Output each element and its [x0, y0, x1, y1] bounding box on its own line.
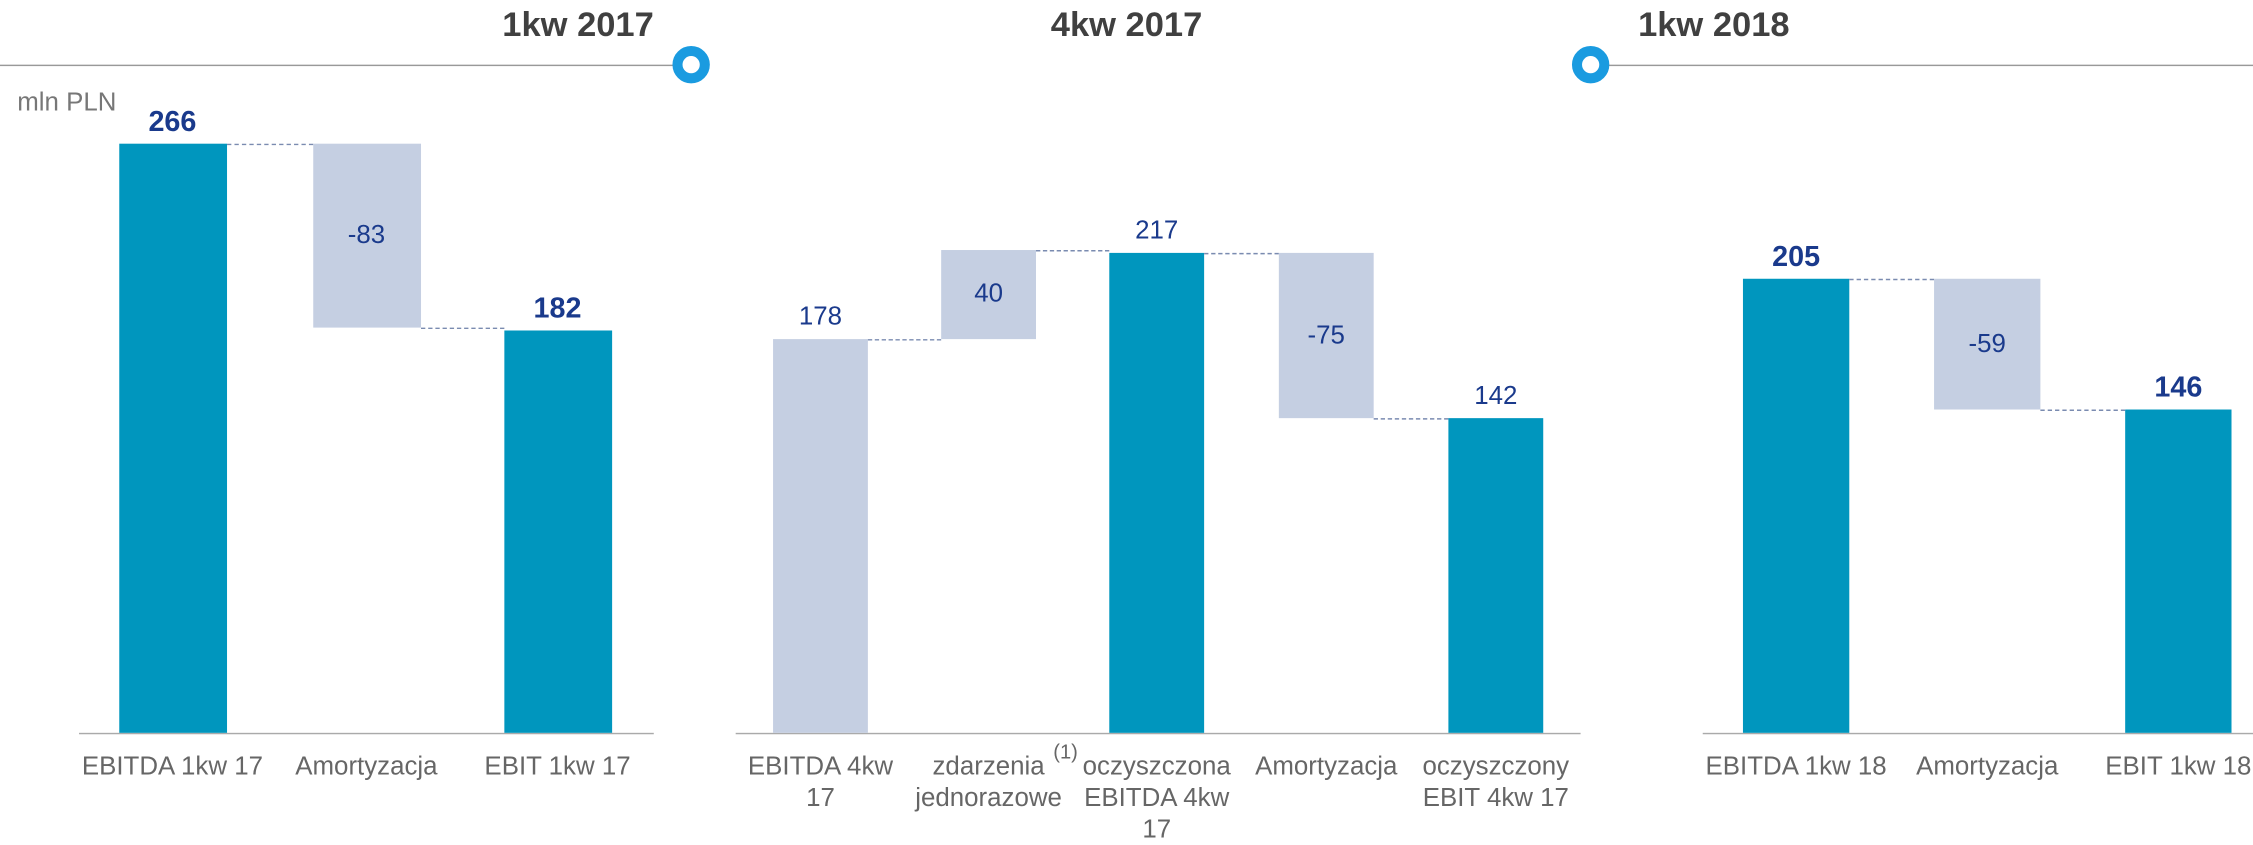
x-tick-label: oczyszczona EBITDA 4kw 17 [1082, 751, 1231, 844]
x-tick-label: Amortyzacja [1916, 751, 2059, 781]
y-axis-label: mln PLN [17, 87, 117, 117]
connector [1036, 250, 1110, 252]
x-axis [1702, 732, 2253, 735]
chart-title: 1kw 2017 [502, 5, 654, 45]
connector [2040, 409, 2126, 412]
header-line [0, 64, 676, 67]
bar [941, 250, 1037, 339]
value-label: 178 [798, 301, 843, 331]
x-tick-label: oczyszczony EBIT 4kw 17 [1422, 751, 1570, 812]
footnote-marker: (1) [1053, 740, 1078, 763]
x-tick-label: EBIT 1kw 17 [484, 751, 631, 781]
chart-title: 1kw 2018 [1638, 5, 1790, 45]
value-label: 142 [1474, 381, 1518, 410]
x-tick-label: EBITDA 4kw 17 [747, 751, 894, 812]
x-tick-label: Amortyzacja [1255, 751, 1398, 781]
connector [1204, 252, 1279, 255]
chart-title: 4kw 2017 [1050, 5, 1203, 45]
x-tick-label: EBITDA 1kw 18 [1705, 751, 1887, 781]
value-label: -83 [347, 220, 386, 249]
value-label: 146 [2154, 372, 2203, 404]
bar [773, 338, 868, 733]
x-axis [79, 732, 654, 735]
bar [312, 144, 421, 328]
bar [503, 330, 612, 733]
x-tick-label: zdarzenia jednorazowe [915, 751, 1062, 812]
value-label: -75 [1307, 319, 1345, 349]
value-label: 40 [974, 278, 1003, 308]
value-label: -59 [1968, 328, 2006, 358]
value-label: 266 [148, 106, 197, 139]
x-axis [735, 732, 1581, 735]
value-label: 182 [533, 292, 582, 325]
header-marker [672, 45, 710, 84]
x-tick-label: Amortyzacja [295, 751, 438, 781]
connector [226, 144, 313, 146]
bar [1934, 279, 2041, 410]
header-marker [1571, 45, 1610, 84]
value-label: 217 [1135, 215, 1179, 245]
bar [1448, 418, 1544, 733]
connector [1373, 418, 1449, 421]
connector [420, 327, 504, 330]
bar [1278, 252, 1374, 419]
x-tick-label: EBITDA 1kw 17 [81, 751, 263, 781]
bar [1742, 279, 1850, 733]
connector [867, 338, 942, 341]
bar [1109, 252, 1205, 733]
connector [1849, 279, 1935, 281]
bar [118, 144, 227, 733]
x-tick-label: EBIT 1kw 18 [2105, 751, 2252, 781]
value-label: 205 [1772, 241, 1821, 274]
header-line [1606, 64, 2253, 67]
bar [2125, 409, 2232, 733]
